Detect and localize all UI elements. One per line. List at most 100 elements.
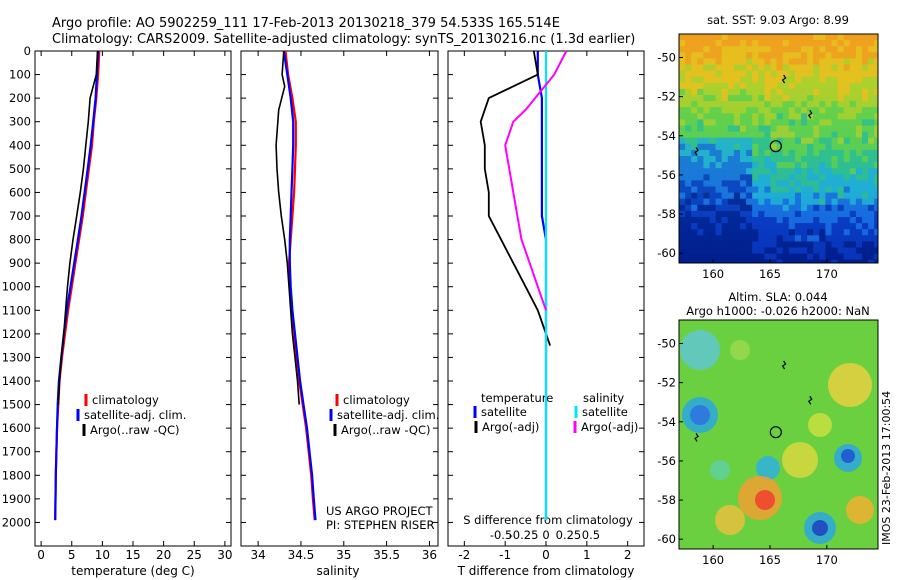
sst-cell [813, 119, 820, 126]
sst-cell [794, 58, 802, 65]
sst-cell [788, 235, 795, 242]
sst-cell [862, 52, 869, 59]
sst-cell [843, 186, 850, 193]
sst-cell [721, 40, 728, 47]
sst-cell [733, 131, 741, 138]
sst-cell [874, 64, 878, 71]
sst-cell [782, 125, 789, 132]
sst-cell [709, 168, 716, 175]
sst-cell [868, 235, 875, 242]
sst-cell [740, 137, 747, 144]
sst-cell [801, 162, 808, 169]
sst-cell [715, 95, 722, 102]
sst-cell [715, 137, 722, 144]
sst-cell [709, 95, 716, 102]
sst-cell [691, 125, 698, 132]
sst-cell [715, 113, 722, 120]
sst-cell [874, 125, 878, 132]
sst-cell [831, 198, 838, 205]
sst-cell [727, 259, 734, 263]
sst-cell [794, 107, 802, 114]
sst-cell [697, 210, 704, 218]
sst-cell [801, 88, 808, 96]
x-tick-label: -1 [499, 548, 511, 562]
sst-cell [819, 259, 826, 263]
sst-cell [752, 156, 759, 163]
sst-cell [740, 247, 747, 254]
sst-cell [715, 70, 722, 77]
sst-cell [801, 34, 808, 41]
sst-cell [764, 70, 771, 77]
sst-cell [843, 82, 850, 89]
legend-label-temp-argo: Argo(-adj) [482, 420, 539, 434]
sst-cell [843, 156, 850, 163]
sst-cell [697, 168, 704, 175]
sst-cell [868, 131, 875, 138]
sst-cell [801, 125, 808, 132]
sst-cell [794, 131, 802, 138]
sst-cell [782, 46, 789, 53]
series-line-argo-raw-qc- [57, 50, 99, 405]
sst-cell [855, 174, 863, 181]
sst-cell [807, 217, 814, 224]
sst-cell [868, 186, 875, 193]
sst-cell [868, 34, 875, 41]
sst-cell [874, 76, 878, 83]
sst-cell [776, 107, 783, 114]
sst-cell [782, 235, 789, 242]
sst-cell [691, 204, 698, 211]
sst-cell [691, 143, 698, 150]
sst-cell [715, 198, 722, 205]
sst-cell [843, 52, 850, 59]
sst-cell [837, 156, 844, 163]
difference-xlabel: T difference from climatology [457, 564, 635, 578]
sst-cell [862, 101, 869, 108]
map-y-tick-label: -58 [657, 207, 676, 221]
sst-cell [758, 107, 765, 114]
sst-cell [855, 64, 863, 71]
sst-cell [691, 58, 698, 65]
sst-cell [788, 76, 795, 83]
sst-cell [752, 253, 759, 260]
sst-cell [746, 143, 753, 150]
sst-cell [697, 149, 704, 157]
sst-cell [770, 101, 777, 108]
sst-cell [679, 107, 686, 114]
sst-cell [752, 34, 759, 41]
sst-cell [703, 40, 710, 47]
sst-cell [782, 204, 789, 211]
y-tick-label: 1900 [2, 492, 31, 506]
sst-cell [776, 253, 783, 260]
sst-cell [758, 223, 765, 230]
sst-cell [782, 113, 789, 120]
sst-cell [831, 95, 838, 102]
sst-cell [727, 168, 734, 175]
sst-cell [715, 34, 722, 41]
sst-cell [794, 162, 802, 169]
sst-cell [691, 82, 698, 89]
sst-cell [727, 204, 734, 211]
sst-cell [868, 217, 875, 224]
sst-cell [849, 70, 856, 77]
sst-cell [776, 46, 783, 53]
sst-cell [679, 52, 686, 59]
y-tick-label: 1500 [2, 398, 31, 412]
sst-cell [801, 253, 808, 260]
sst-cell [721, 46, 728, 53]
y-tick-label: 300 [9, 115, 31, 129]
sst-cell [709, 101, 716, 108]
sst-cell [837, 186, 844, 193]
sst-cell [874, 70, 878, 77]
sst-cell [740, 131, 747, 138]
sst-cell [752, 186, 759, 193]
sst-cell [715, 174, 722, 181]
sst-cell [794, 235, 802, 242]
sst-cell [782, 241, 789, 248]
sst-cell [868, 204, 875, 211]
sst-cell [874, 113, 878, 120]
sst-cell [740, 174, 747, 181]
sst-cell [679, 192, 686, 199]
sst-cell [813, 40, 820, 47]
sst-cell [819, 107, 826, 114]
sst-cell [825, 186, 832, 193]
